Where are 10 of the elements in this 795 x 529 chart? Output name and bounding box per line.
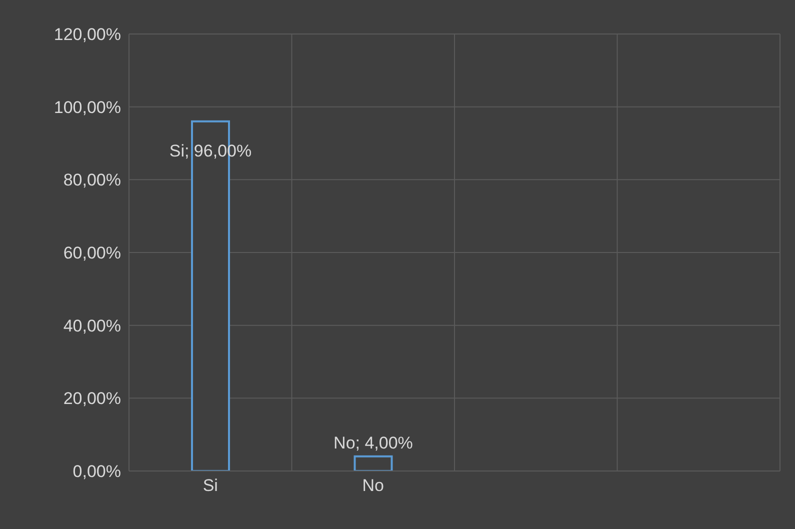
y-tick-label: 60,00% bbox=[63, 244, 121, 263]
y-tick-label: 0,00% bbox=[72, 462, 121, 482]
y-tick-label: 20,00% bbox=[63, 389, 121, 408]
x-tick-label: Si bbox=[202, 476, 218, 496]
x-tick-label: No bbox=[362, 476, 384, 496]
y-tick-label: 40,00% bbox=[63, 316, 121, 336]
data-label: No; 4,00% bbox=[334, 433, 413, 452]
y-tick-label: 80,00% bbox=[63, 170, 121, 190]
y-tick-label: 100,00% bbox=[54, 98, 121, 117]
y-tick-label: 120,00% bbox=[54, 25, 121, 44]
